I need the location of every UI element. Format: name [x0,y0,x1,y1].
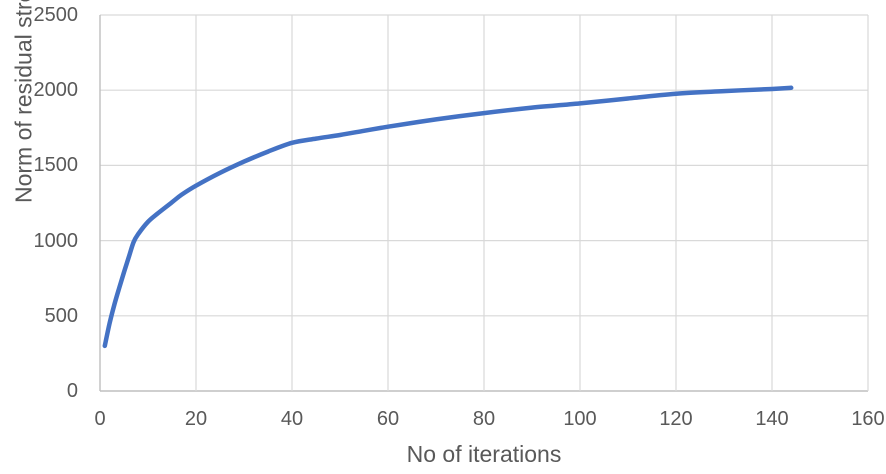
x-tick-label: 20 [184,408,208,430]
y-tick-label: 0 [66,380,78,402]
x-tick-label: 0 [94,408,106,430]
y-tick-label: 2500 [33,4,79,26]
y-tick-label: 2000 [33,79,79,102]
x-axis-title: No of iterations [406,441,562,467]
y-tick-label: 1000 [33,229,79,252]
x-tick-label: 80 [472,408,496,430]
x-tick-label: 160 [851,408,885,430]
x-tick-label: 100 [563,408,597,430]
y-tick-label: 500 [44,304,78,327]
x-tick-label: 140 [755,408,789,430]
y-tick-label: 1500 [33,154,79,177]
x-tick-label: 40 [280,408,304,430]
series-line [102,85,794,349]
x-tick-label: 60 [376,408,400,430]
x-tick-label: 120 [659,408,693,430]
